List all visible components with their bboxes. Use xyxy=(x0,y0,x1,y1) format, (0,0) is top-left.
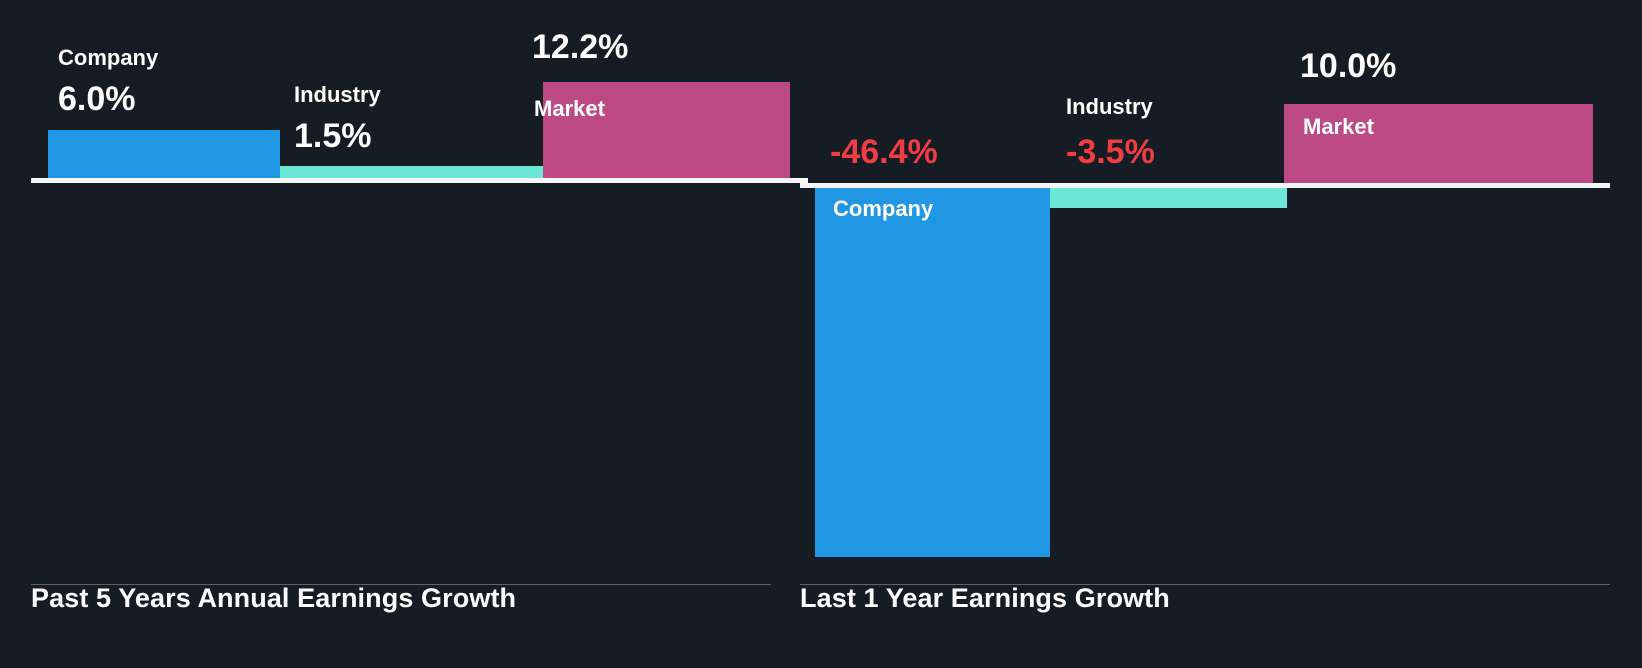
bar-industry-name: Industry xyxy=(1066,94,1153,119)
bar-company-name: Company xyxy=(58,45,159,70)
bar-company-value: 6.0% xyxy=(58,80,136,118)
bar-market[interactable] xyxy=(543,82,790,179)
chart-caption-past-5-years: Past 5 Years Annual Earnings Growth xyxy=(31,583,517,613)
bar-industry-value: -3.5% xyxy=(1066,133,1155,171)
bar-market-name: Market xyxy=(534,96,605,121)
bar-industry-value: 1.5% xyxy=(294,117,372,155)
zero-axis-line-last-1-year xyxy=(800,183,1610,188)
bar-industry-name: Industry xyxy=(294,82,381,107)
plot-area-past-5-years: Company 6.0% Industry 1.5% 12.2% Market xyxy=(0,0,821,560)
chart-panel-last-1-year: -46.4% Company Industry -3.5% 10.0% Mark… xyxy=(800,0,1642,668)
chart-caption-last-1-year: Last 1 Year Earnings Growth xyxy=(800,583,1170,613)
bar-company[interactable] xyxy=(48,130,280,179)
chart-panel-past-5-years: Company 6.0% Industry 1.5% 12.2% Market … xyxy=(0,0,821,613)
bar-industry[interactable] xyxy=(1050,186,1287,208)
panel-divider-last-1-year xyxy=(800,584,1610,585)
bar-market-value: 10.0% xyxy=(1300,47,1397,85)
bar-company-value: -46.4% xyxy=(830,133,938,171)
bar-industry[interactable] xyxy=(280,166,543,179)
zero-axis-line-past-5-years xyxy=(31,178,808,183)
panel-divider-past-5-years xyxy=(31,584,771,585)
plot-area-last-1-year: -46.4% Company Industry -3.5% 10.0% Mark… xyxy=(800,0,1642,560)
bar-market-value: 12.2% xyxy=(532,28,629,66)
bar-company-name: Company xyxy=(833,196,934,221)
bar-market-name: Market xyxy=(1303,114,1374,139)
bar-company[interactable] xyxy=(815,186,1050,557)
bar-market[interactable] xyxy=(1284,104,1593,185)
